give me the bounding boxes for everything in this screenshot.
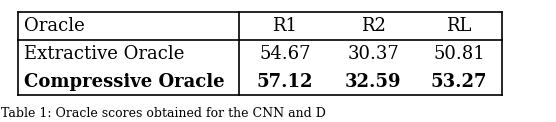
Text: 32.59: 32.59 bbox=[345, 73, 401, 91]
Text: Table 1: Oracle scores obtained for the CNN and D: Table 1: Oracle scores obtained for the … bbox=[1, 107, 326, 120]
Text: Extractive Oracle: Extractive Oracle bbox=[23, 45, 184, 63]
Text: R1: R1 bbox=[272, 17, 297, 35]
Text: Oracle: Oracle bbox=[23, 17, 85, 35]
Text: 30.37: 30.37 bbox=[348, 45, 399, 63]
Text: R2: R2 bbox=[361, 17, 386, 35]
Text: 53.27: 53.27 bbox=[431, 73, 488, 91]
Text: RL: RL bbox=[446, 17, 472, 35]
Text: 50.81: 50.81 bbox=[433, 45, 485, 63]
Text: Compressive Oracle: Compressive Oracle bbox=[23, 73, 224, 91]
Text: 54.67: 54.67 bbox=[259, 45, 311, 63]
Text: 57.12: 57.12 bbox=[257, 73, 313, 91]
